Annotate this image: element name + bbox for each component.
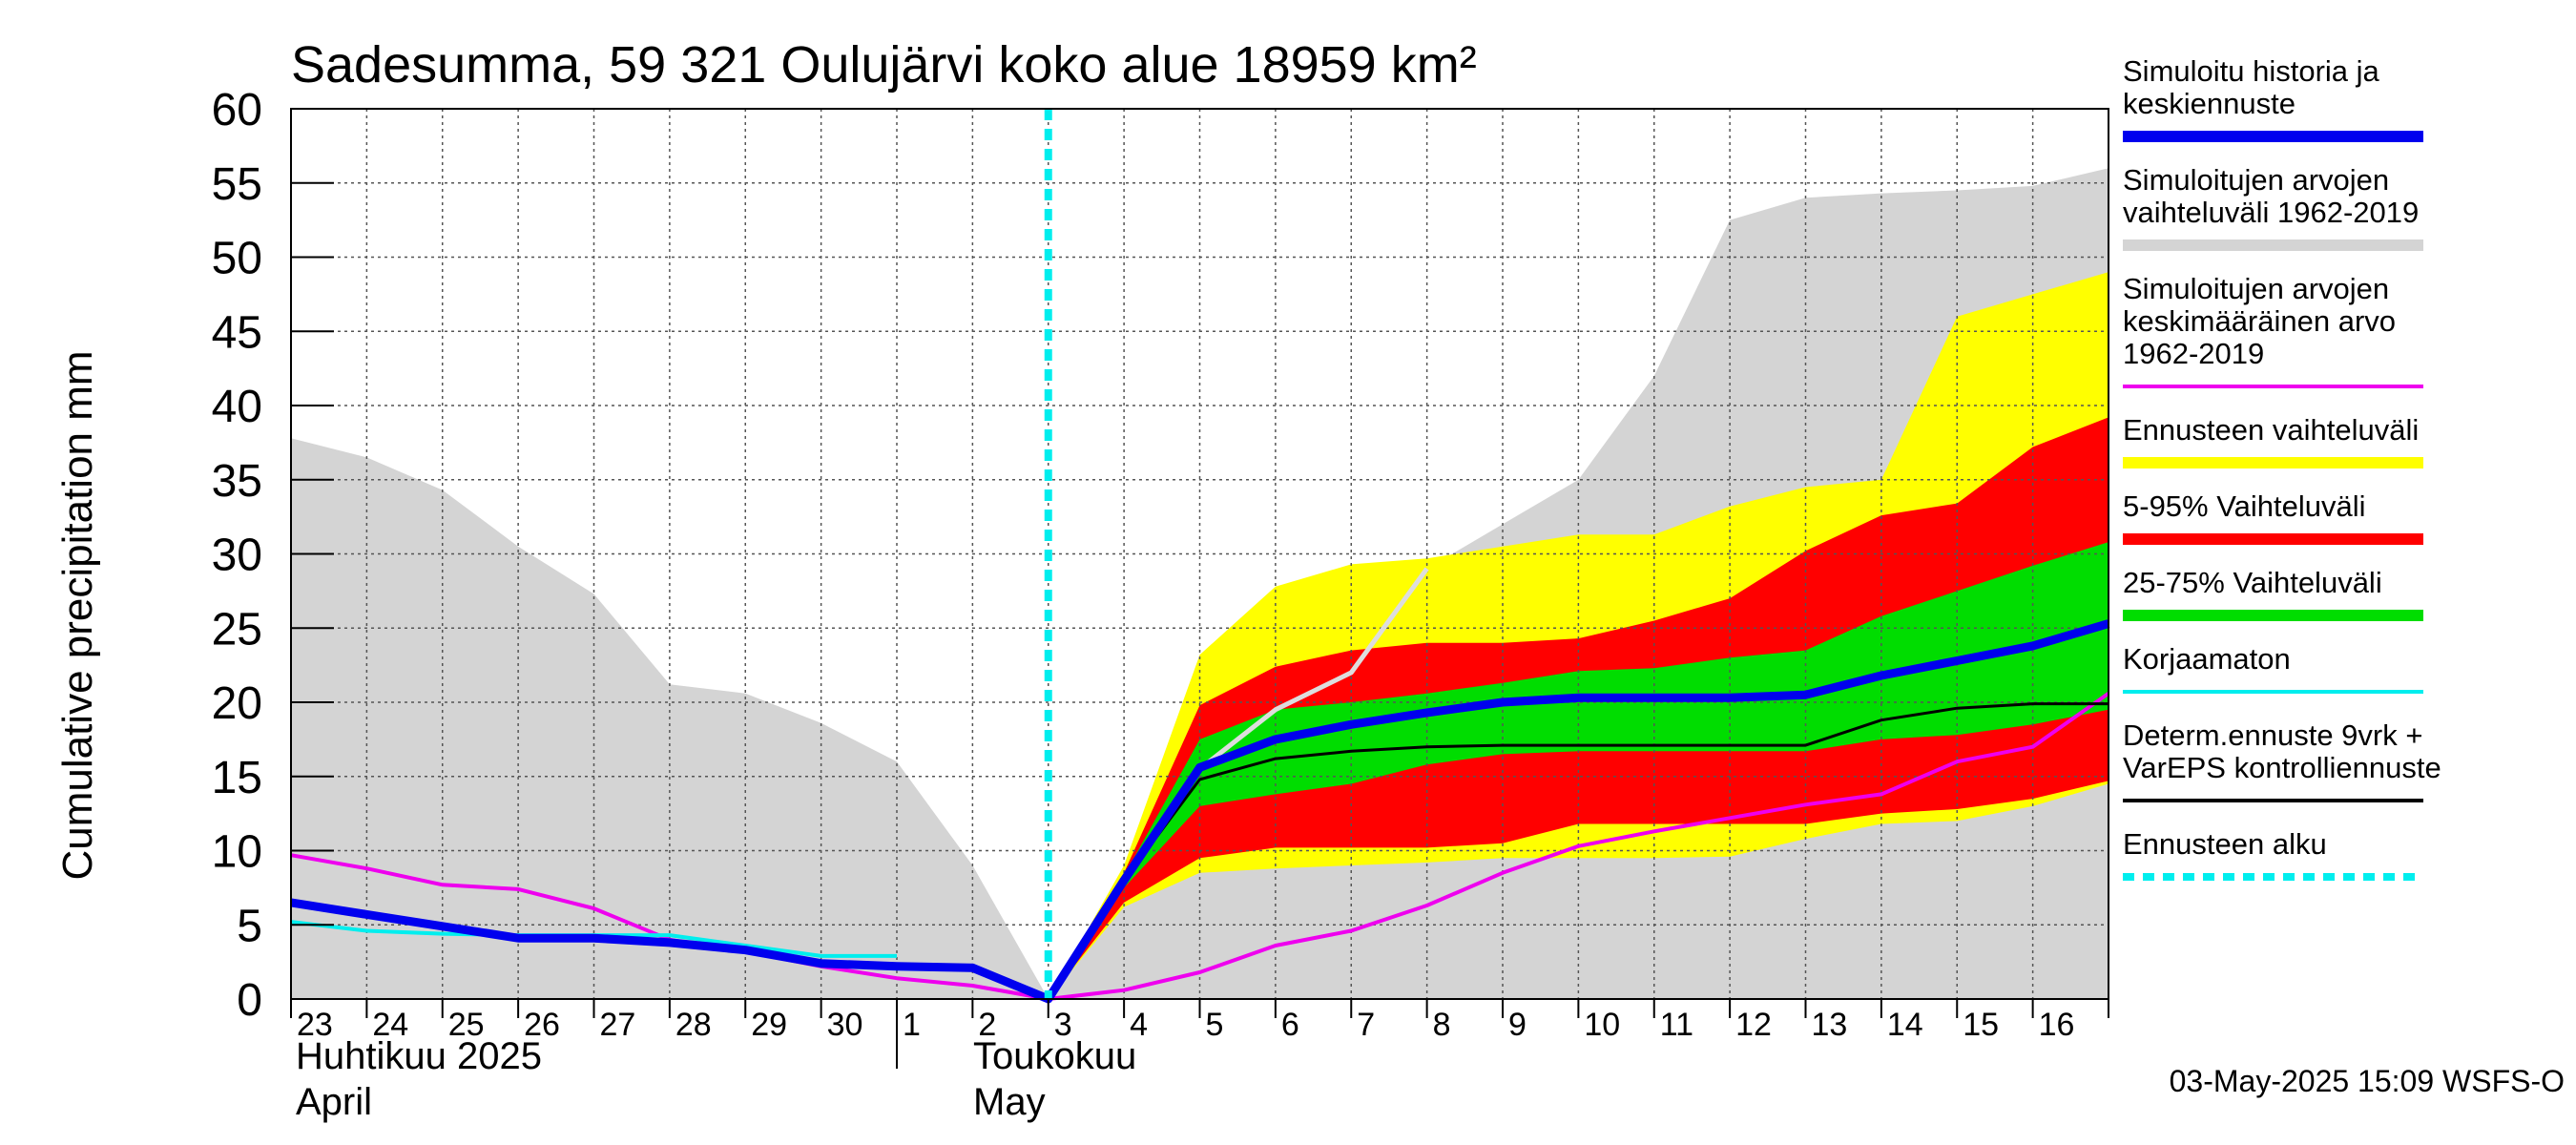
legend-text-0-1: keskiennuste: [2123, 87, 2296, 120]
x-tick-label-12: 5: [1206, 1007, 1224, 1043]
y-tick-label-9: 45: [212, 307, 262, 358]
band-3: [1048, 542, 2109, 999]
x-tick-label-21: 14: [1887, 1007, 1923, 1043]
y-tick-label-1: 5: [237, 901, 262, 951]
x-tick-label-1: 24: [372, 1007, 408, 1043]
y-tick-label-10: 50: [212, 234, 262, 284]
y-tick-label-5: 25: [212, 604, 262, 655]
month-label-0: Huhtikuu 2025: [296, 1035, 542, 1077]
y-tick-label-4: 20: [212, 678, 262, 729]
legend-text-7-1: VarEPS kontrolliennuste: [2123, 751, 2441, 784]
x-tick-label-9: 2: [978, 1007, 996, 1043]
x-tick-label-20: 13: [1812, 1007, 1848, 1043]
x-tick-label-15: 8: [1433, 1007, 1451, 1043]
month-label-en-0: April: [296, 1081, 372, 1123]
y-tick-label-8: 40: [212, 382, 262, 432]
x-tick-label-13: 6: [1281, 1007, 1299, 1043]
legend-item-6: Korjaamaton: [2123, 642, 2423, 694]
legend-item-5: 25-75% Vaihteluväli: [2123, 566, 2423, 621]
x-tick-label-2: 25: [448, 1007, 485, 1043]
y-tick-label-0: 0: [237, 975, 262, 1026]
legend-text-2-2: 1962-2019: [2123, 337, 2264, 370]
x-tick-label-10: 3: [1054, 1007, 1072, 1043]
legend-text-1-1: vaihteluväli 1962-2019: [2123, 196, 2419, 229]
x-tick-label-11: 4: [1130, 1007, 1148, 1043]
legend-item-4: 5-95% Vaihteluväli: [2123, 489, 2423, 545]
chart-title: Sadesumma, 59 321 Oulujärvi koko alue 18…: [291, 36, 1477, 94]
x-tick-label-5: 28: [675, 1007, 712, 1043]
y-tick-label-12: 60: [212, 85, 262, 135]
x-tick-label-3: 26: [524, 1007, 560, 1043]
legend-text-0-0: Simuloitu historia ja: [2123, 54, 2380, 88]
x-tick-label-22: 15: [1963, 1007, 1999, 1043]
legend-item-7: Determ.ennuste 9vrk +VarEPS kontrollienn…: [2123, 718, 2441, 802]
x-tick-label-17: 10: [1584, 1007, 1620, 1043]
y-tick-label-7: 35: [212, 456, 262, 507]
series-line-0: [290, 692, 2110, 1001]
y-axis-label: Cumulative precipitation mm: [54, 350, 101, 880]
month-label-en-1: May: [973, 1081, 1046, 1123]
legend: Simuloitu historia jakeskiennusteSimuloi…: [2123, 54, 2441, 881]
legend-text-3-0: Ennusteen vaihteluväli: [2123, 413, 2419, 447]
legend-text-5-0: 25-75% Vaihteluväli: [2123, 566, 2382, 599]
x-tick-label-0: 23: [297, 1007, 333, 1043]
legend-text-8-0: Ennusteen alku: [2123, 827, 2327, 861]
legend-text-4-0: 5-95% Vaihteluväli: [2123, 489, 2365, 523]
x-tick-label-14: 7: [1357, 1007, 1375, 1043]
series-lines: [290, 109, 2110, 1004]
y-tick-label-6: 30: [212, 531, 262, 581]
x-tick-label-6: 29: [751, 1007, 787, 1043]
legend-text-7-0: Determ.ennuste 9vrk +: [2123, 718, 2422, 752]
y-tick-label-3: 15: [212, 753, 262, 803]
month-label-1: Toukokuu: [973, 1035, 1136, 1077]
x-tick-label-7: 30: [827, 1007, 863, 1043]
x-tick-label-16: 9: [1508, 1007, 1527, 1043]
x-tick-label-18: 11: [1660, 1007, 1693, 1043]
legend-text-2-0: Simuloitujen arvojen: [2123, 272, 2389, 305]
legend-item-3: Ennusteen vaihteluväli: [2123, 413, 2423, 468]
legend-item-8: Ennusteen alku: [2123, 827, 2423, 881]
y-tick-label-2: 10: [212, 827, 262, 878]
axes: [290, 108, 2109, 1069]
legend-text-2-1: keskimääräinen arvo: [2123, 304, 2396, 338]
series-line-3: [1047, 702, 2109, 1000]
x-tick-label-8: 1: [903, 1007, 921, 1043]
x-tick-label-23: 16: [2039, 1007, 2075, 1043]
series-line-4: [290, 619, 2110, 1004]
y-tick-label-11: 55: [212, 159, 262, 210]
timestamp-label: 03-May-2025 15:09 WSFS-O: [2170, 1064, 2565, 1098]
x-tick-label-19: 12: [1735, 1007, 1772, 1043]
legend-text-1-0: Simuloitujen arvojen: [2123, 163, 2389, 197]
x-tick-label-4: 27: [600, 1007, 636, 1043]
legend-text-6-0: Korjaamaton: [2123, 642, 2291, 676]
